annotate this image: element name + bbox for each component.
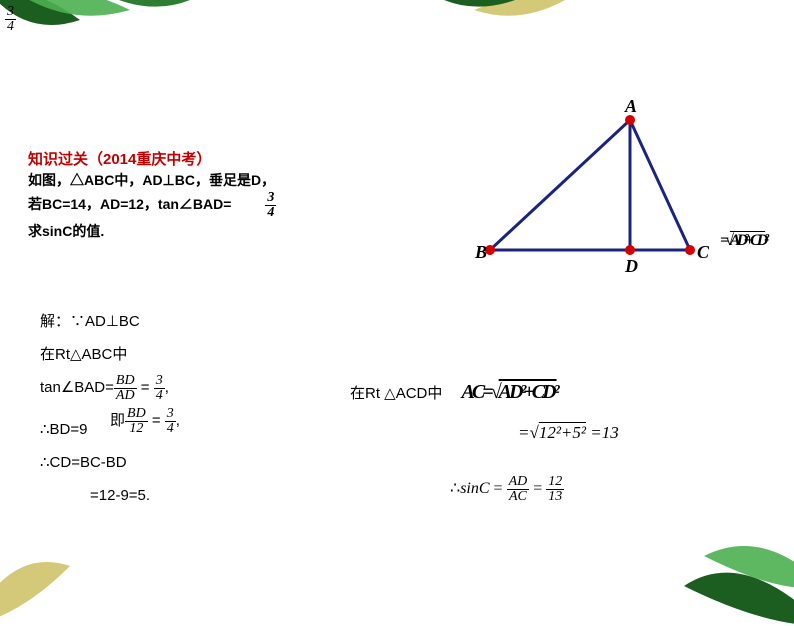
sin-frac2-num: 12 xyxy=(546,475,564,490)
solution-left: 解：∵AD⊥BC 在Rt△ABC中 tan∠BAD=BDAD = 34, 即BD… xyxy=(40,305,360,512)
solution-right: 在Rt △ACD中 AC=√AD²+CD² =√12²+5² =13 ∴sinC… xyxy=(350,370,750,507)
sol-bd: ∴BD=9 xyxy=(40,413,360,446)
sol-comma1: , xyxy=(165,379,169,396)
svg-text:A: A xyxy=(624,96,637,116)
sol-eq2: = xyxy=(148,412,165,429)
sol-tan-line: tan∠BAD=BDAD = 34, xyxy=(40,371,360,404)
svg-text:B: B xyxy=(474,242,487,262)
sin-line: ∴sinC = ADAC = 1213 xyxy=(350,471,750,506)
rt-acd-line: 在Rt △ACD中 AC=√AD²+CD² xyxy=(350,370,750,414)
leaf-bottom-right xyxy=(644,486,794,626)
tan-frac1-num: BD xyxy=(114,374,137,389)
sin-frac1-den: AC xyxy=(507,490,530,504)
side-formula: =√AD²+CD² xyxy=(720,232,765,250)
tan-frac2-den: 4 xyxy=(154,389,165,403)
triangle-diagram: A B C D xyxy=(0,0,794,300)
ji-frac1-num: BD xyxy=(125,407,148,422)
svg-text:D: D xyxy=(624,256,638,276)
ji-frac2-den: 4 xyxy=(165,422,176,436)
ac-calc-line: =√12²+5² =13 xyxy=(350,414,750,451)
sin-frac2-den: 13 xyxy=(546,490,564,504)
sol-comma2: , xyxy=(176,412,180,429)
svg-text:C: C xyxy=(697,242,710,262)
sol-rt1: 在Rt△ABC中 xyxy=(40,338,360,371)
rt-acd: 在Rt △ACD中 xyxy=(350,385,442,402)
sol-tan-label: tan∠BAD= xyxy=(40,379,114,396)
ji-frac2-num: 3 xyxy=(165,407,176,422)
ji-frac1-den: 12 xyxy=(125,422,148,436)
sol-header: 解：∵AD⊥BC xyxy=(40,305,360,338)
sol-cd2: =12-9=5. xyxy=(40,479,360,512)
sol-cd: ∴CD=BC-BD xyxy=(40,446,360,479)
tan-frac2-num: 3 xyxy=(154,374,165,389)
sol-eq1: = xyxy=(137,379,154,396)
leaf-bottom-left xyxy=(0,506,90,626)
tan-frac1-den: AD xyxy=(114,389,137,403)
sin-frac1-num: AD xyxy=(507,475,530,490)
ac-formula: AC=√AD²+CD² xyxy=(462,381,557,403)
sol-ji: 即 xyxy=(110,412,125,429)
